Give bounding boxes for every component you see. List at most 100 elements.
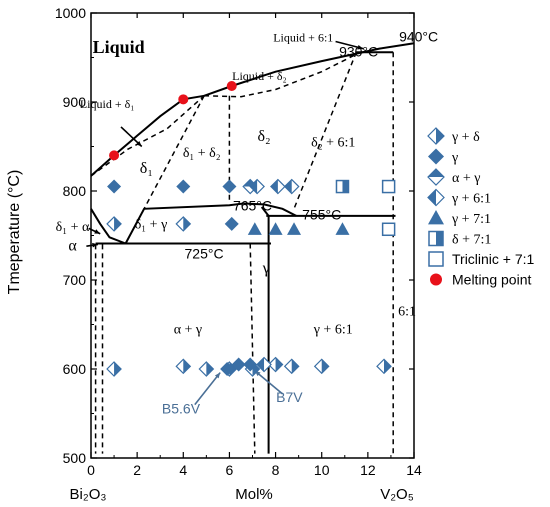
marker-shape bbox=[381, 179, 396, 194]
solidus-liquid-d2 bbox=[204, 52, 359, 98]
legend-label: γ bbox=[451, 151, 458, 166]
phase-boundaries bbox=[90, 42, 415, 454]
eutectoid-765 bbox=[243, 202, 297, 217]
data-point bbox=[283, 178, 300, 195]
region-label: γ bbox=[262, 260, 270, 277]
data-point bbox=[243, 357, 258, 372]
x-tick-label: 12 bbox=[360, 462, 376, 478]
data-point bbox=[226, 80, 237, 91]
data-point bbox=[313, 358, 330, 375]
data-markers bbox=[106, 80, 396, 377]
x-tick-label: 14 bbox=[406, 462, 422, 478]
d1-d2-left bbox=[143, 95, 205, 210]
y-tick-label: 900 bbox=[63, 94, 87, 110]
region-label: 755°C bbox=[302, 206, 341, 222]
legend: γ + δ γ α + γ γ + 6:1 γ + 7:1 δ + 7:1 Triclini… bbox=[427, 127, 535, 288]
marker-shape bbox=[287, 222, 302, 235]
x-tick-label: 6 bbox=[226, 462, 234, 478]
marker-shape bbox=[268, 222, 283, 235]
data-point bbox=[176, 179, 191, 194]
y-tick-label: 1000 bbox=[55, 5, 86, 21]
marker-shape bbox=[381, 222, 396, 237]
gamma-left bbox=[249, 243, 256, 454]
marker-fill bbox=[183, 216, 191, 231]
legend-label: γ + δ bbox=[451, 130, 480, 145]
data-point bbox=[270, 178, 286, 195]
region-label: 6:1 bbox=[398, 305, 416, 320]
region-label: δ₁ + α bbox=[56, 220, 90, 235]
data-point bbox=[107, 179, 122, 194]
marker-fill bbox=[384, 359, 392, 374]
region-label: δ₂ bbox=[257, 128, 270, 145]
data-point bbox=[222, 179, 237, 194]
marker-shape bbox=[231, 357, 246, 372]
marker-shape bbox=[224, 216, 239, 231]
data-point bbox=[249, 178, 265, 195]
region-label: δ₂ + 6:1 bbox=[311, 136, 355, 151]
marker-shape bbox=[109, 150, 120, 161]
legend-marker bbox=[428, 230, 444, 247]
marker-fill bbox=[275, 357, 283, 372]
x-axis-label: Mol% bbox=[235, 486, 273, 503]
legend-label: α + γ bbox=[452, 171, 480, 186]
x-tick-label: 0 bbox=[87, 462, 95, 478]
arrow-head bbox=[94, 229, 101, 234]
x-end-label-right: V₂O₅ bbox=[380, 486, 414, 503]
marker-fill bbox=[270, 179, 278, 194]
legend-label: γ + 7:1 bbox=[451, 212, 491, 227]
x-tick-label: 8 bbox=[272, 462, 280, 478]
y-axis-label: Tmeperature (°C) bbox=[6, 170, 23, 295]
marker-fill bbox=[284, 179, 292, 194]
legend-label: Triclinic + 7:1 bbox=[452, 251, 535, 267]
region-labels: Liquid Liquid + 6:1 940°C 930°C Liquid + δ₂ L… bbox=[56, 28, 438, 416]
region-label: B5.6V bbox=[162, 401, 201, 417]
region-label: B7V bbox=[276, 389, 303, 405]
region-label: 930°C bbox=[339, 44, 378, 60]
marker-fill bbox=[257, 357, 265, 372]
plot-axes: 0 2 4 6 8 10 12 14 500 600 700 800 900 1000 bbox=[55, 5, 422, 478]
marker-fill bbox=[436, 128, 444, 144]
data-point bbox=[247, 222, 262, 235]
y-tick-label: 500 bbox=[63, 450, 87, 466]
gamma-bend bbox=[260, 206, 270, 217]
y-tick-label: 800 bbox=[63, 183, 87, 199]
y-tick-label: 600 bbox=[63, 361, 87, 377]
marker-shape bbox=[107, 179, 122, 194]
marker-shape bbox=[222, 179, 237, 194]
data-point bbox=[175, 358, 192, 375]
data-point bbox=[178, 94, 189, 105]
data-point bbox=[106, 216, 122, 232]
d1-gamma-top bbox=[124, 202, 244, 244]
legend-marker bbox=[430, 273, 442, 286]
legend-label: γ + 6:1 bbox=[451, 192, 491, 207]
legend-marker bbox=[427, 188, 445, 207]
data-point bbox=[335, 179, 350, 194]
arrow-head bbox=[92, 242, 98, 248]
region-label: δ₁ + γ bbox=[135, 217, 168, 232]
data-point bbox=[268, 222, 283, 235]
data-point bbox=[220, 362, 235, 376]
legend-marker bbox=[427, 168, 445, 186]
legend-marker bbox=[428, 210, 444, 225]
liquid-d1-lower bbox=[90, 95, 205, 177]
marker-shape bbox=[430, 273, 442, 286]
data-point bbox=[381, 222, 396, 237]
data-point bbox=[381, 179, 396, 194]
region-label: δ₁ bbox=[140, 160, 153, 177]
arrow-head bbox=[214, 372, 221, 379]
data-point bbox=[376, 358, 392, 375]
marker-shape bbox=[226, 80, 237, 91]
region-label: α bbox=[68, 238, 77, 255]
region-label: 765°C bbox=[233, 198, 272, 214]
data-point bbox=[224, 216, 239, 231]
marker-fill bbox=[114, 362, 122, 376]
data-point bbox=[287, 222, 302, 235]
region-label: Liquid + δ₂ bbox=[232, 69, 287, 83]
marker-shape bbox=[178, 94, 189, 105]
marker-fill bbox=[250, 179, 258, 194]
marker-shape bbox=[247, 222, 262, 235]
data-point bbox=[106, 361, 122, 377]
x-tick-label: 4 bbox=[179, 462, 187, 478]
data-point bbox=[335, 222, 350, 235]
marker-shape bbox=[428, 251, 444, 267]
